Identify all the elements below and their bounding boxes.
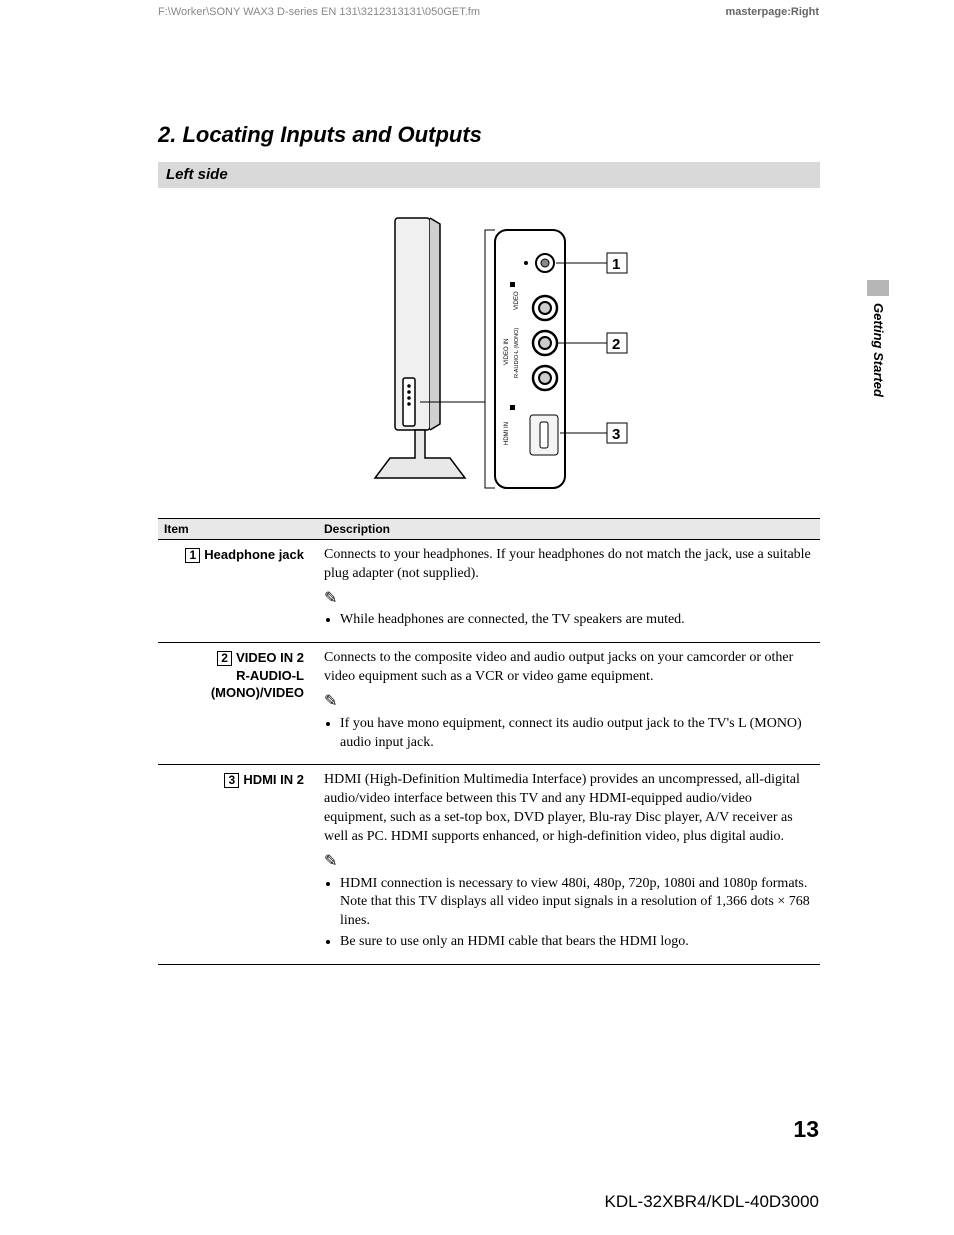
note-item: If you have mono equipment, connect its … [340, 715, 814, 753]
page-number: 13 [793, 1116, 819, 1143]
side-label: Getting Started [871, 303, 886, 397]
header-masterpage: masterpage:Right [725, 6, 819, 18]
note-item: While headphones are connected, the TV s… [340, 611, 814, 630]
svg-text:1: 1 [612, 256, 620, 273]
note-list: If you have mono equipment, connect its … [324, 715, 814, 753]
col-desc: Description [318, 519, 820, 540]
note-list: HDMI connection is necessary to view 480… [324, 875, 814, 953]
item-cell: 2VIDEO IN 2R-AUDIO-L(MONO)/VIDEO [158, 643, 318, 765]
note-item: HDMI connection is necessary to view 480… [340, 875, 814, 932]
note-icon: ✎ [324, 691, 814, 713]
svg-text:VIDEO IN: VIDEO IN [504, 339, 510, 365]
footer-model: KDL-32XBR4/KDL-40D3000 [604, 1192, 819, 1212]
item-cell: 1Headphone jack [158, 540, 318, 643]
svg-text:2: 2 [612, 336, 620, 353]
subsection-bar: Left side [158, 162, 820, 188]
desc-cell: Connects to your headphones. If your hea… [318, 540, 820, 643]
item-number-box: 3 [224, 773, 239, 788]
note-item: Be sure to use only an HDMI cable that b… [340, 933, 814, 952]
tv-side-icon [375, 218, 465, 478]
section-heading: 2. Locating Inputs and Outputs [158, 122, 482, 148]
table-row: 3HDMI IN 2HDMI (High-Definition Multimed… [158, 765, 820, 965]
io-table: Item Description 1Headphone jackConnects… [158, 518, 820, 965]
side-tab [867, 280, 889, 296]
desc-cell: HDMI (High-Definition Multimedia Interfa… [318, 765, 820, 965]
desc-text: Connects to the composite video and audi… [324, 649, 814, 687]
jack-panel-icon: VIDEO R-AUDIO-L (MONO) VIDEO IN HDMI IN [495, 230, 565, 488]
svg-text:VIDEO: VIDEO [514, 291, 520, 310]
note-list: While headphones are connected, the TV s… [324, 611, 814, 630]
desc-text: Connects to your headphones. If your hea… [324, 546, 814, 584]
svg-text:R-AUDIO-L (MONO): R-AUDIO-L (MONO) [514, 328, 520, 378]
svg-text:HDMI IN: HDMI IN [504, 422, 510, 445]
item-cell: 3HDMI IN 2 [158, 765, 318, 965]
svg-text:3: 3 [612, 426, 620, 443]
note-icon: ✎ [324, 588, 814, 610]
io-diagram: VIDEO R-AUDIO-L (MONO) VIDEO IN HDMI IN … [370, 210, 640, 500]
desc-text: HDMI (High-Definition Multimedia Interfa… [324, 771, 814, 847]
desc-cell: Connects to the composite video and audi… [318, 643, 820, 765]
col-item: Item [158, 519, 318, 540]
header-path: F:\Worker\SONY WAX3 D-series EN 131\3212… [158, 6, 480, 18]
item-number-box: 1 [185, 548, 200, 563]
item-number-box: 2 [217, 651, 232, 666]
table-row: 2VIDEO IN 2R-AUDIO-L(MONO)/VIDEOConnects… [158, 643, 820, 765]
note-icon: ✎ [324, 851, 814, 873]
table-row: 1Headphone jackConnects to your headphon… [158, 540, 820, 643]
